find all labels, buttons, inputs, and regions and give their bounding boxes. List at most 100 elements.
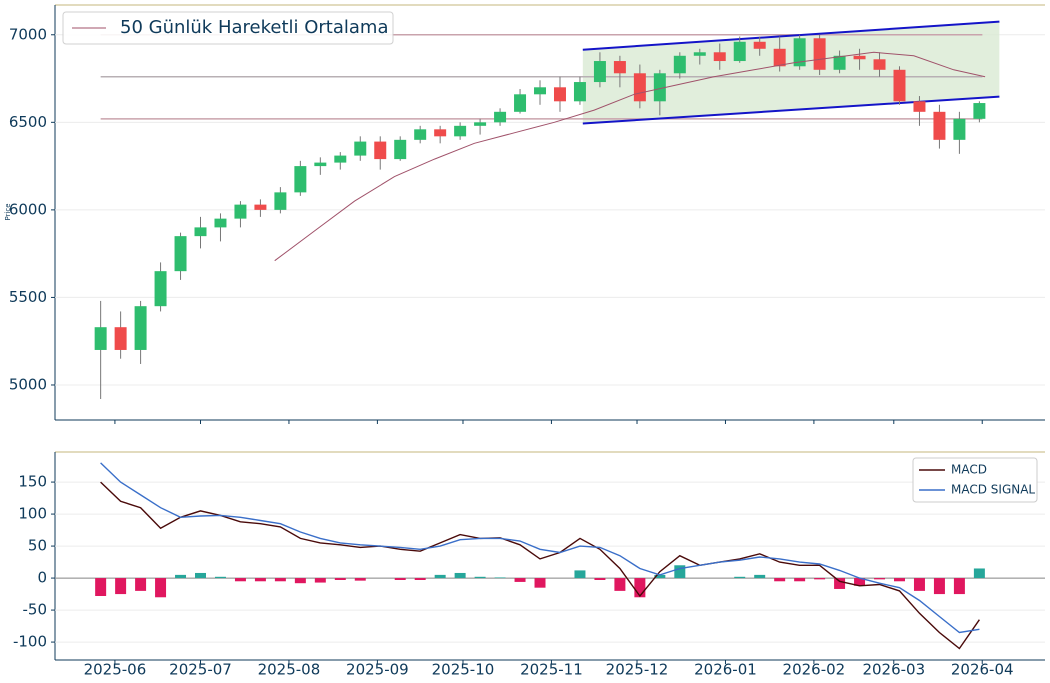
histogram-bar <box>854 578 866 586</box>
candle-body <box>753 41 766 49</box>
candle-body <box>254 204 267 210</box>
y-tick-label: 5000 <box>9 375 47 393</box>
histogram-bar <box>95 578 107 596</box>
histogram-bar <box>334 578 346 580</box>
candle-body <box>853 55 866 60</box>
histogram-bar <box>314 578 326 583</box>
candle-body <box>793 38 806 67</box>
histogram-bar <box>135 578 147 591</box>
x-tick-label: 2025-09 <box>346 661 409 679</box>
candle-body <box>633 73 646 102</box>
candle-body <box>434 129 447 137</box>
histogram-bar <box>474 576 486 579</box>
histogram-bar <box>634 578 646 598</box>
macd-line <box>100 462 980 634</box>
histogram-bar <box>254 578 266 582</box>
candle-body <box>414 129 427 140</box>
candle-body <box>933 111 946 140</box>
candle-body <box>553 87 566 102</box>
x-tick-label: 2026-03 <box>862 661 925 679</box>
y-tick-label: 7000 <box>9 25 47 43</box>
histogram-bar <box>754 574 766 579</box>
candle-body <box>773 48 786 67</box>
x-tick-label: 2026-01 <box>694 661 757 679</box>
legend-label: MACD <box>951 463 987 477</box>
candle-body <box>354 141 367 156</box>
candle-body <box>194 227 207 237</box>
y-tick-label: 6000 <box>9 200 47 218</box>
x-tick-label: 2025-06 <box>84 661 147 679</box>
histogram-bar <box>214 576 226 579</box>
y-tick-label: 6500 <box>9 113 47 131</box>
histogram-bar <box>674 565 686 579</box>
x-tick-label: 2026-04 <box>951 661 1014 679</box>
candle-body <box>174 236 187 272</box>
y-axis-label: Price <box>4 203 12 220</box>
candle-body <box>214 218 227 228</box>
candle-body <box>573 82 586 102</box>
histogram-bar <box>274 578 286 582</box>
y-tick-label: 150 <box>18 473 47 491</box>
candle-body <box>593 61 606 83</box>
candle-body <box>813 38 826 70</box>
histogram-bar <box>434 574 446 579</box>
candle-body <box>953 118 966 140</box>
candle-body <box>534 87 547 95</box>
x-tick-label: 2025-10 <box>432 661 495 679</box>
histogram-bar <box>933 578 945 595</box>
histogram-bar <box>794 578 806 582</box>
histogram-bar <box>494 577 506 579</box>
candle-body <box>514 94 527 112</box>
candle-body <box>494 111 507 123</box>
candle-body <box>893 69 906 102</box>
legend-box <box>912 457 1038 503</box>
histogram-bar <box>155 578 167 598</box>
moving-average <box>274 51 986 262</box>
candle-body <box>94 327 107 350</box>
macd-line <box>100 481 980 650</box>
candle-body <box>833 55 846 70</box>
channel-line <box>582 20 1000 51</box>
y-tick-label: -50 <box>23 601 48 619</box>
y-tick-label: 50 <box>28 537 47 555</box>
candle-body <box>134 306 147 350</box>
histogram-bar <box>115 578 127 595</box>
x-tick-label: 2025-11 <box>520 661 583 679</box>
y-tick-label: 100 <box>18 505 47 523</box>
histogram-bar <box>294 578 306 584</box>
candle-body <box>673 55 686 74</box>
histogram-bar <box>195 572 206 579</box>
histogram-bar <box>953 578 965 595</box>
x-tick-label: 2025-08 <box>258 661 321 679</box>
candle-body <box>274 192 287 210</box>
histogram-bar <box>614 578 626 591</box>
candle-body <box>294 166 307 193</box>
channel-line <box>582 95 1000 125</box>
candle-body <box>693 52 706 56</box>
histogram-bar <box>834 578 846 589</box>
histogram-bar <box>874 578 886 580</box>
histogram-bar <box>234 578 246 582</box>
candle-body <box>873 59 886 70</box>
candle-body <box>653 73 666 102</box>
histogram-bar <box>574 570 586 579</box>
y-tick-label: 5500 <box>9 288 47 306</box>
y-tick-label: -100 <box>13 633 47 651</box>
histogram-bar <box>814 578 826 580</box>
candle-body <box>973 103 986 119</box>
candle-body <box>314 162 327 167</box>
histogram-bar <box>454 572 466 579</box>
candle-body <box>454 125 467 137</box>
histogram-bar <box>354 578 366 581</box>
legend-label: MACD SIGNAL <box>951 483 1035 497</box>
legend-box <box>62 11 394 45</box>
candle-body <box>613 61 626 74</box>
candle-body <box>394 139 407 160</box>
x-tick-label: 2025-07 <box>169 661 232 679</box>
candle-body <box>334 155 347 163</box>
histogram-bar <box>534 578 546 588</box>
candle-body <box>913 101 926 112</box>
candle-body <box>713 52 726 62</box>
histogram-bar <box>514 578 526 582</box>
